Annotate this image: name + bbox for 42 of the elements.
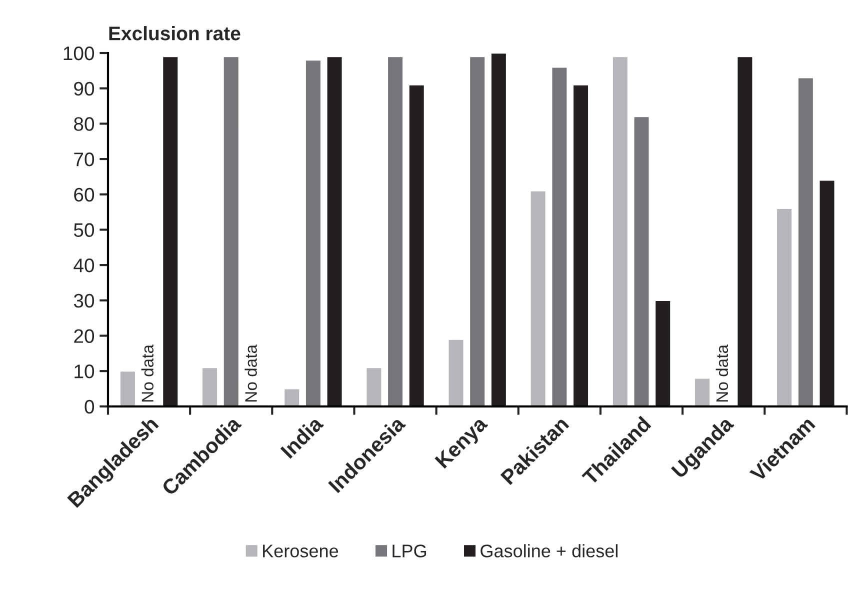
y-tick-label: 50 <box>74 223 94 237</box>
y-tick-label: 40 <box>74 258 94 272</box>
bar <box>201 366 218 406</box>
bar <box>408 84 425 406</box>
annotation: No data <box>244 344 257 402</box>
legend-label: Gasoline + diesel <box>480 544 618 558</box>
y-tick-label: 30 <box>74 294 94 308</box>
bar <box>776 208 793 406</box>
annotation: No data <box>141 344 154 402</box>
annotation: No data <box>716 344 728 402</box>
y-tick-label: 10 <box>74 364 94 378</box>
bar <box>551 66 568 406</box>
legend-label: LPG <box>392 544 426 558</box>
bar <box>612 56 629 406</box>
bar <box>797 77 814 406</box>
bar <box>326 56 343 406</box>
bar <box>736 56 754 406</box>
bar <box>530 190 546 406</box>
chart-title: Exclusion rate <box>109 26 240 40</box>
y-tick-label: 70 <box>74 152 94 166</box>
bar <box>448 338 464 406</box>
y-tick-label: 80 <box>74 117 94 131</box>
bar <box>572 84 590 406</box>
bar <box>304 60 322 406</box>
bar <box>284 388 300 406</box>
bar <box>119 370 136 406</box>
bar <box>162 56 179 406</box>
y-tick-label: 20 <box>74 329 94 343</box>
bar <box>366 366 382 406</box>
y-tick-label: 60 <box>74 188 94 202</box>
bar <box>694 378 711 406</box>
y-tick-label: 100 <box>64 46 94 60</box>
bar <box>469 56 486 406</box>
y-tick-label: 0 <box>84 400 94 414</box>
y-tick-label: 90 <box>74 82 94 96</box>
bar <box>633 116 650 406</box>
bar <box>490 53 508 406</box>
legend-label: Kerosene <box>263 544 338 558</box>
bar <box>818 180 836 406</box>
bar <box>222 56 240 406</box>
bar <box>386 56 404 406</box>
bar <box>654 300 672 406</box>
